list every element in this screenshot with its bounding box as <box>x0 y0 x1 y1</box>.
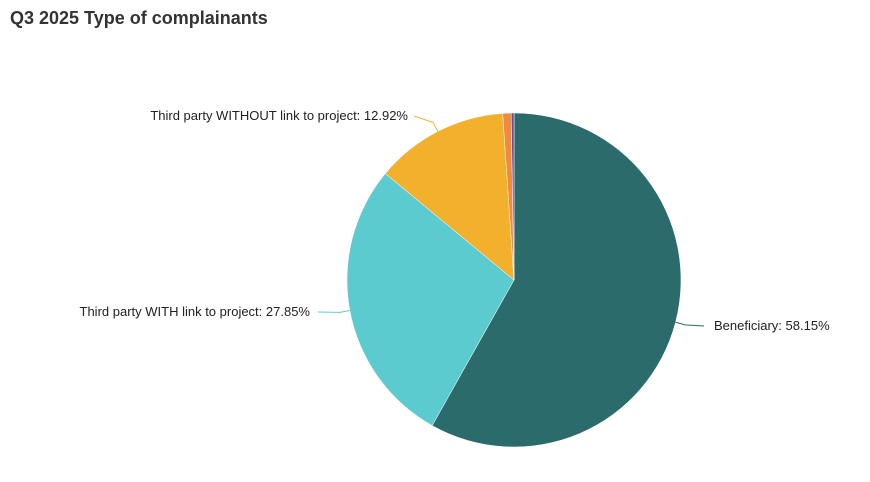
pie-slice-third-party-without-link-to-project[interactable] <box>384 113 515 281</box>
slice-label-third-party-without-link-to-project: Third party WITHOUT link to project: 12.… <box>150 108 408 123</box>
chart-title: Q3 2025 Type of complainants <box>10 8 268 28</box>
pie-slice-4[interactable] <box>510 112 515 281</box>
leader-line-third-party-without-link-to-project <box>413 115 439 132</box>
slice-label-third-party-with-link-to-project: Third party WITH link to project: 27.85% <box>80 304 311 319</box>
slice-label-beneficiary: Beneficiary: 58.15% <box>714 318 830 333</box>
leader-line-third-party-with-link-to-project <box>317 310 350 313</box>
leader-line-beneficiary <box>675 321 705 327</box>
pie-slice-beneficiary[interactable] <box>431 112 682 448</box>
